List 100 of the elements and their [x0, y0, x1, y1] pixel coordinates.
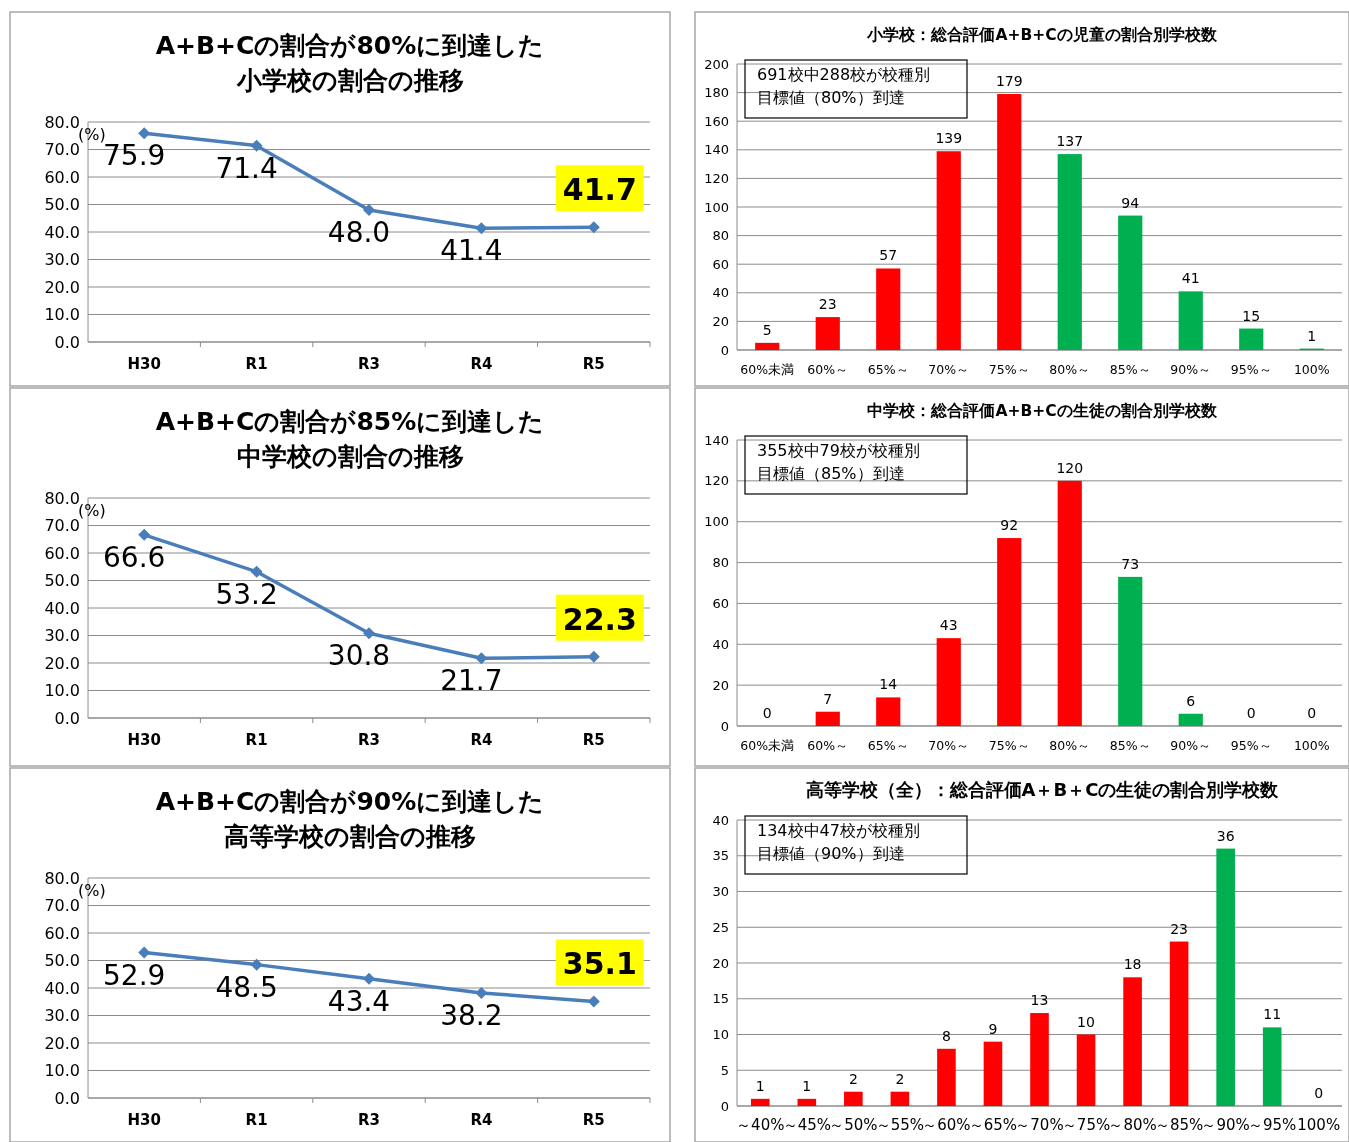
bar [937, 1048, 956, 1106]
data-label: 57 [879, 247, 898, 264]
y-tick-label: 80.0 [44, 868, 80, 888]
data-label: 53.2 [215, 577, 278, 611]
x-tick-label: R5 [582, 1111, 605, 1129]
bar [1123, 977, 1142, 1106]
data-label: 94 [1121, 194, 1140, 211]
point [363, 972, 375, 985]
y-tick-label: 70.0 [44, 516, 80, 536]
y-axis-title: (%) [78, 125, 106, 144]
bar [797, 1098, 817, 1106]
x-tick-label: R1 [245, 355, 268, 373]
bar [1239, 328, 1264, 350]
data-label: 66.6 [103, 540, 166, 574]
x-tick-label: 85%～ [1109, 738, 1151, 753]
data-label: 18 [1123, 956, 1142, 973]
point [138, 528, 151, 541]
data-label: 36 [1216, 827, 1235, 844]
annotation: 355校中79校が校種別 [757, 441, 920, 460]
data-label: 120 [1056, 459, 1084, 476]
y-tick-label: 50.0 [44, 951, 80, 971]
data-label: 139 [935, 130, 963, 147]
y-tick-label: 40 [712, 812, 729, 828]
data-label: 8 [941, 1027, 951, 1044]
y-tick-label: 10.0 [44, 305, 80, 325]
chart-subtitle: 中学校の割合の推移 [236, 442, 464, 471]
data-label: 48.5 [215, 970, 278, 1004]
data-label: 13 [1030, 992, 1049, 1009]
point [363, 627, 375, 640]
x-tick-label: 80%～ [1049, 738, 1091, 753]
x-tick-label: R4 [470, 355, 493, 373]
x-tick-label: H30 [127, 355, 161, 373]
x-tick-label: H30 [127, 1111, 161, 1129]
y-tick-label: 0.0 [54, 1088, 80, 1108]
point [250, 565, 263, 578]
bar [1178, 291, 1203, 350]
x-tick-label: 65%～ [867, 362, 909, 377]
data-label: 1 [802, 1077, 812, 1094]
data-label: 5 [762, 321, 772, 338]
x-tick-label: ～50% [829, 1116, 878, 1134]
x-tick-label: 85%～ [1109, 362, 1151, 377]
y-tick-label: 5 [720, 1062, 729, 1078]
y-tick-label: 50.0 [44, 195, 80, 215]
y-tick-label: 0.0 [54, 332, 80, 352]
data-label: 2 [848, 1070, 858, 1087]
data-label: 179 [995, 73, 1023, 90]
data-label: 73 [1121, 555, 1140, 572]
chart-title: A+B+Cの割合が85%に到達した [155, 407, 545, 436]
data-label: 6 [1186, 692, 1196, 709]
annotation: 目標値（85%）到達 [757, 464, 905, 483]
y-tick-label: 40.0 [44, 222, 80, 242]
x-tick-label: H30 [127, 731, 161, 749]
x-tick-label: ～95% [1248, 1116, 1297, 1134]
data-label: 23 [818, 296, 837, 313]
bar [936, 638, 961, 726]
y-tick-label: 30 [712, 884, 729, 900]
data-label: 30.8 [327, 639, 391, 673]
y-tick-label: 180 [704, 85, 729, 101]
y-tick-label: 20.0 [44, 1033, 80, 1053]
x-tick-label: 80%～ [1049, 362, 1091, 377]
data-label: 38.2 [440, 998, 503, 1032]
y-tick-label: 0 [720, 718, 729, 734]
x-tick-label: R5 [582, 731, 605, 749]
point [250, 139, 263, 152]
bar [815, 711, 840, 726]
bar [1216, 848, 1235, 1106]
y-axis-title: (%) [78, 881, 106, 900]
point [587, 995, 600, 1008]
chart-title: A+B+Cの割合が80%に到達した [155, 31, 545, 60]
bar [997, 538, 1022, 726]
data-label: 41 [1181, 270, 1200, 287]
x-tick-label: 60%未満 [740, 362, 795, 377]
data-label: 43 [939, 617, 958, 634]
data-label: 1 [1307, 327, 1317, 344]
y-tick-label: 60.0 [44, 167, 80, 187]
x-tick-label: R3 [358, 731, 380, 749]
y-tick-label: 100 [704, 514, 729, 530]
y-tick-label: 25 [712, 919, 729, 935]
bar [983, 1041, 1003, 1106]
y-tick-label: 20 [712, 313, 729, 329]
bar [876, 268, 901, 350]
data-label: 137 [1056, 133, 1084, 150]
y-tick-label: 30.0 [44, 626, 80, 646]
x-tick-label: 75%～ [988, 362, 1030, 377]
x-tick-label: R4 [470, 1111, 493, 1129]
data-label: 21.7 [440, 664, 503, 698]
y-tick-label: 70.0 [44, 896, 80, 916]
y-tick-label: 80 [712, 228, 729, 244]
x-tick-label: 100% [1297, 1116, 1341, 1134]
bar [815, 317, 840, 350]
x-tick-label: R3 [358, 355, 380, 373]
data-label: 1 [755, 1077, 765, 1094]
x-tick-label: 100% [1293, 738, 1330, 753]
y-tick-label: 60.0 [44, 543, 80, 563]
data-label: 14 [879, 676, 898, 693]
x-tick-label: 95%～ [1230, 362, 1272, 377]
bar [1076, 1034, 1096, 1106]
x-tick-label: R3 [358, 1111, 380, 1129]
x-tick-label: R4 [470, 731, 493, 749]
data-label: 35.1 [562, 946, 637, 982]
